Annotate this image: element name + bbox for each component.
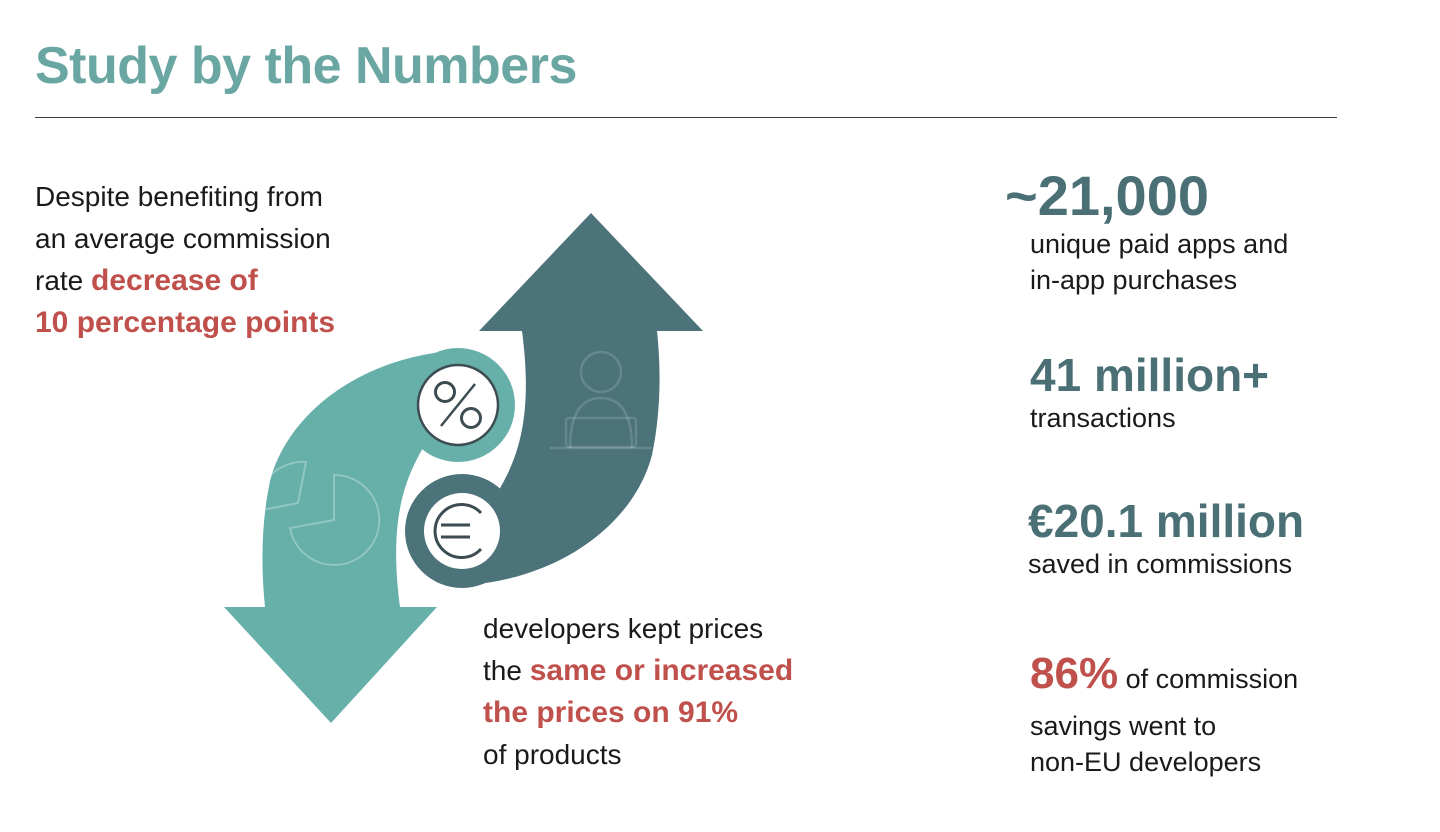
stat-inline-desc: of commission bbox=[1118, 664, 1299, 694]
intro-line-normal: rate bbox=[35, 265, 92, 296]
stat-desc-line: savings went to bbox=[1030, 711, 1217, 741]
intro-line: Despite benefiting from bbox=[35, 181, 323, 212]
stat-first-line: 86% of commission bbox=[1030, 650, 1298, 708]
title-divider bbox=[35, 117, 1337, 118]
result-line-normal: the bbox=[483, 655, 530, 686]
stat-value: ~21,000 bbox=[1005, 164, 1209, 227]
stat-value: 41 million+ bbox=[1030, 349, 1270, 401]
result-line-highlight: the prices on 91% bbox=[483, 696, 739, 729]
person-laptop-watermark-icon bbox=[550, 350, 652, 450]
intro-line: rate decrease of bbox=[35, 260, 335, 302]
stat-value: 86% bbox=[1030, 649, 1119, 698]
up-arrow bbox=[405, 213, 703, 588]
up-arrow-band bbox=[466, 331, 660, 585]
stat-desc-line: unique paid apps and bbox=[1030, 229, 1289, 259]
intro-line: an average commission bbox=[35, 223, 331, 254]
stat-saved-commissions: €20.1 million saved in commissions bbox=[1028, 496, 1304, 582]
stat-transactions: 41 million+ transactions bbox=[1030, 350, 1269, 436]
result-line-highlight: same or increased bbox=[529, 654, 794, 687]
arrows-graphic bbox=[224, 213, 703, 723]
stat-desc-line: saved in commissions bbox=[1028, 549, 1293, 579]
stat-unique-apps: ~21,000 unique paid apps and in-app purc… bbox=[1005, 166, 1288, 298]
stat-desc-line: non-EU developers bbox=[1030, 747, 1262, 777]
stat-desc-line: in-app purchases bbox=[1030, 265, 1238, 295]
result-line: developers kept prices bbox=[483, 613, 764, 644]
stat-desc-line: transactions bbox=[1030, 403, 1176, 433]
result-text: developers kept prices the same or incre… bbox=[483, 608, 793, 776]
intro-line-highlight: 10 percentage points bbox=[35, 306, 336, 339]
down-arrow-band bbox=[262, 351, 456, 607]
result-line: of products bbox=[483, 739, 622, 770]
intro-line-highlight: decrease of bbox=[91, 264, 258, 297]
up-arrow-head bbox=[479, 213, 703, 331]
euro-icon bbox=[424, 493, 500, 569]
page-title: Study by the Numbers bbox=[35, 37, 577, 95]
down-arrow-head bbox=[224, 607, 437, 723]
stat-value: €20.1 million bbox=[1028, 495, 1305, 547]
result-line: the same or increased bbox=[483, 650, 793, 692]
stat-non-eu-savings: 86% of commission savings went to non-EU… bbox=[1030, 650, 1298, 780]
intro-text: Despite benefiting from an average commi… bbox=[35, 176, 335, 344]
pie-chart-watermark-icon bbox=[255, 460, 381, 566]
percent-icon bbox=[416, 363, 500, 447]
